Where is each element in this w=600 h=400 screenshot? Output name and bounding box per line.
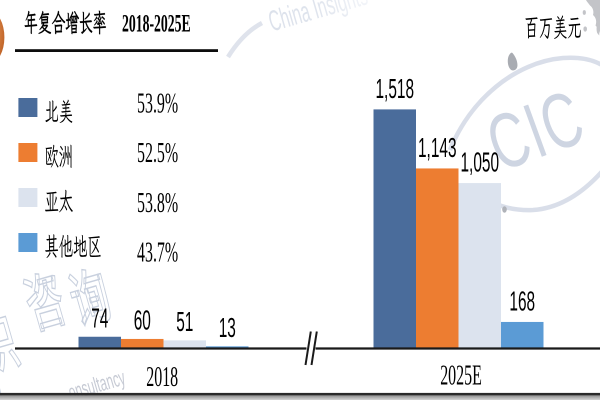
svg-text:13: 13 [219, 312, 236, 343]
svg-text:2018-2025E: 2018-2025E [122, 10, 191, 37]
svg-text:53.9%: 53.9% [137, 88, 178, 120]
svg-text:52.5%: 52.5% [137, 137, 178, 169]
svg-text:1,518: 1,518 [375, 73, 414, 104]
svg-text:2025E: 2025E [440, 360, 482, 392]
svg-text:74: 74 [91, 302, 108, 333]
svg-text:53.8%: 53.8% [137, 187, 178, 219]
svg-text:168: 168 [509, 286, 535, 317]
svg-text:43.7%: 43.7% [137, 237, 178, 269]
svg-text:1,143: 1,143 [418, 132, 457, 163]
svg-text:51: 51 [176, 306, 193, 337]
svg-text:60: 60 [134, 305, 151, 336]
svg-text:1,050: 1,050 [460, 147, 499, 178]
svg-text:2018: 2018 [146, 361, 178, 393]
